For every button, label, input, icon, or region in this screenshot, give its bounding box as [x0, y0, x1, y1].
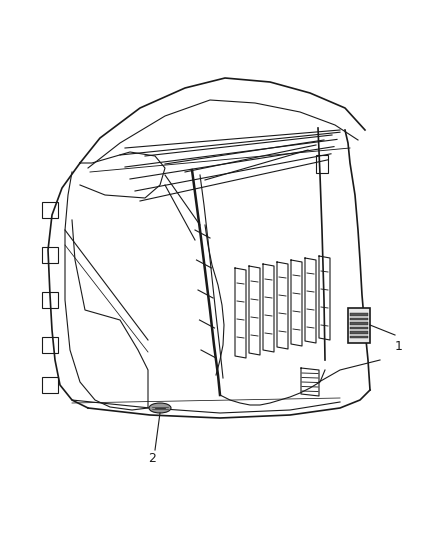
Bar — [42, 292, 58, 308]
Text: 1: 1 — [395, 341, 403, 353]
Bar — [350, 331, 368, 334]
Bar — [350, 322, 368, 325]
Bar — [42, 337, 58, 353]
Bar — [350, 318, 368, 320]
Text: 2: 2 — [148, 451, 156, 464]
Bar — [350, 327, 368, 329]
Bar — [42, 377, 58, 393]
Ellipse shape — [149, 403, 171, 413]
Bar — [350, 313, 368, 316]
Bar — [42, 247, 58, 263]
Bar — [316, 155, 328, 173]
Bar — [350, 335, 368, 338]
Bar — [348, 308, 370, 343]
Bar — [42, 202, 58, 218]
